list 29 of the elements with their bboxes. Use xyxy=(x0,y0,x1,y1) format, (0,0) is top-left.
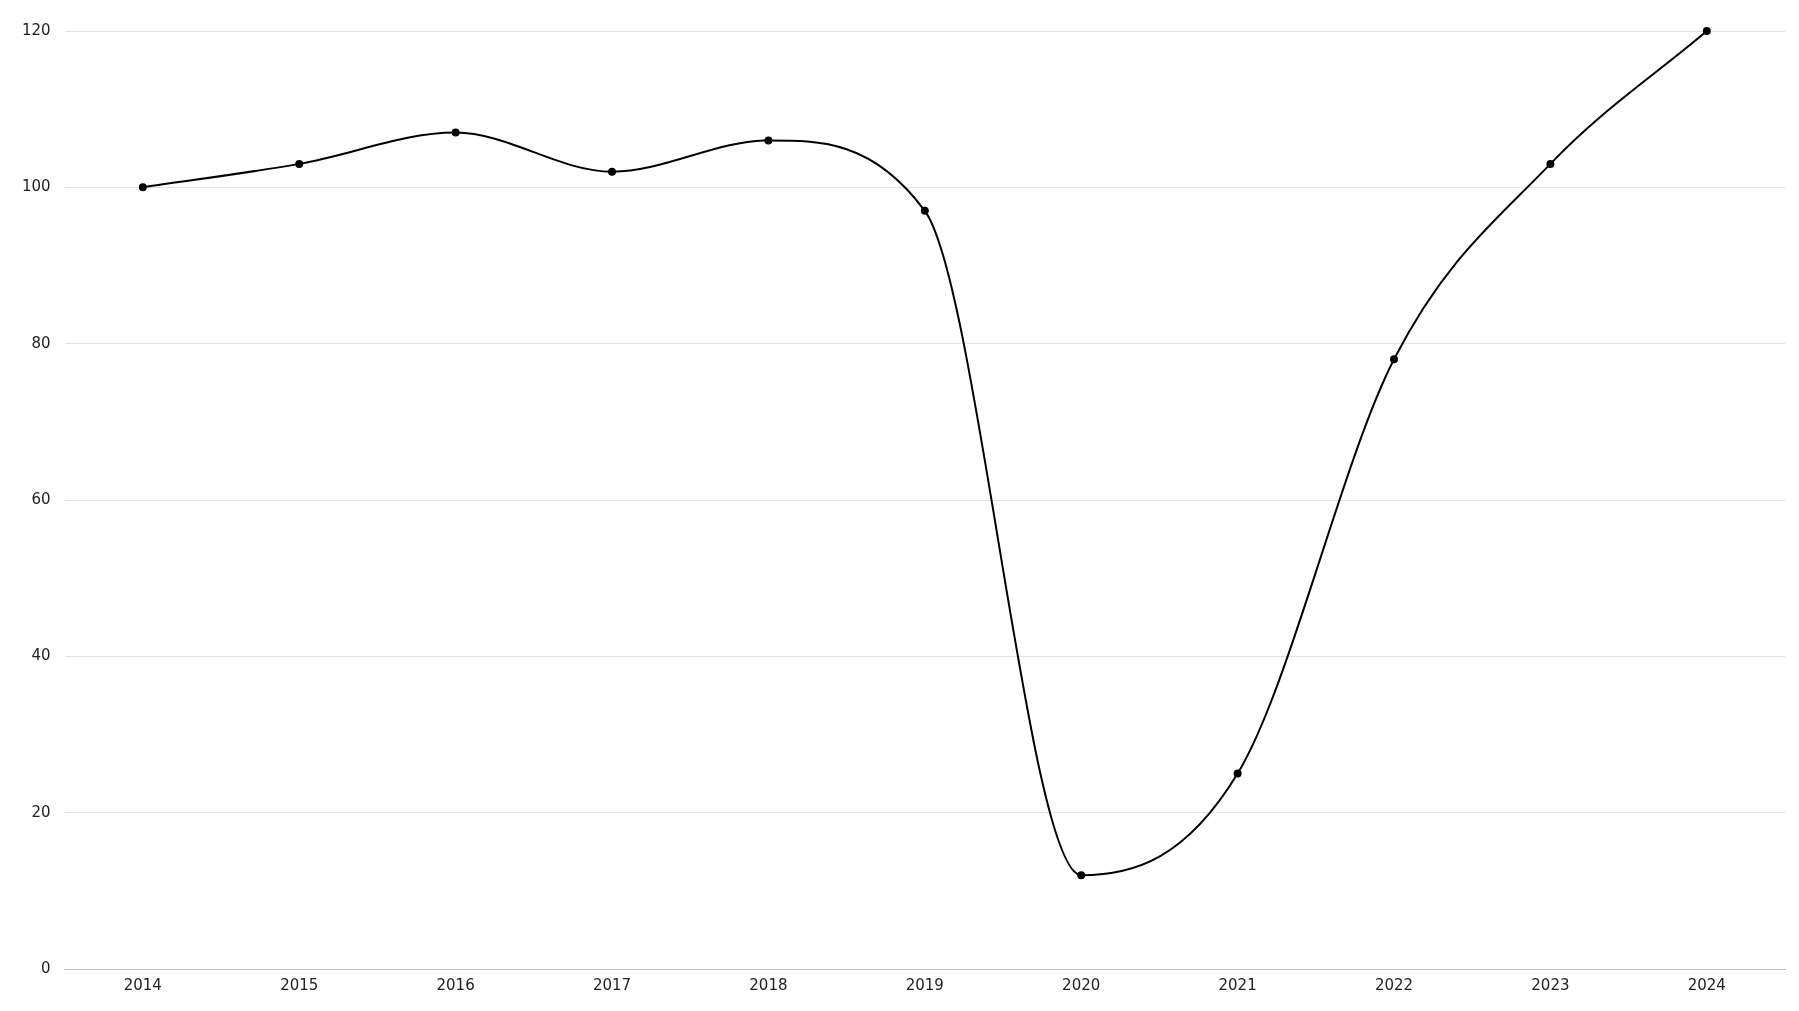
point xyxy=(920,206,929,215)
point xyxy=(608,167,617,176)
y-tick-label: 120 xyxy=(21,20,51,39)
x-tick-label: 2022 xyxy=(1374,975,1414,994)
x-tick-label: 2023 xyxy=(1531,975,1570,994)
y-tick-label: 80 xyxy=(31,333,51,352)
point xyxy=(138,183,147,192)
x-tick-label: 2018 xyxy=(749,975,788,994)
y-tick-label: 60 xyxy=(31,489,51,508)
point xyxy=(451,128,460,137)
point xyxy=(1702,27,1711,35)
x-tick-label: 2016 xyxy=(436,975,475,994)
x-tick-label: 2024 xyxy=(1687,975,1726,994)
point xyxy=(1546,159,1555,168)
y-tick-label: 40 xyxy=(31,646,51,665)
point xyxy=(1077,871,1086,880)
x-tick-label: 2014 xyxy=(123,975,162,994)
point xyxy=(764,136,773,145)
point xyxy=(295,159,304,168)
y-tick-label: 0 xyxy=(41,958,51,977)
y-tick-label: 100 xyxy=(21,177,51,196)
point xyxy=(1390,355,1399,364)
point xyxy=(1233,769,1242,778)
y-tick-label: 20 xyxy=(31,802,51,821)
x-tick-label: 2020 xyxy=(1062,975,1101,994)
x-tick-label: 2019 xyxy=(905,975,944,994)
x-tick-label: 2015 xyxy=(280,975,319,994)
x-tick-label: 2021 xyxy=(1218,975,1257,994)
x-tick-label: 2017 xyxy=(592,975,632,994)
